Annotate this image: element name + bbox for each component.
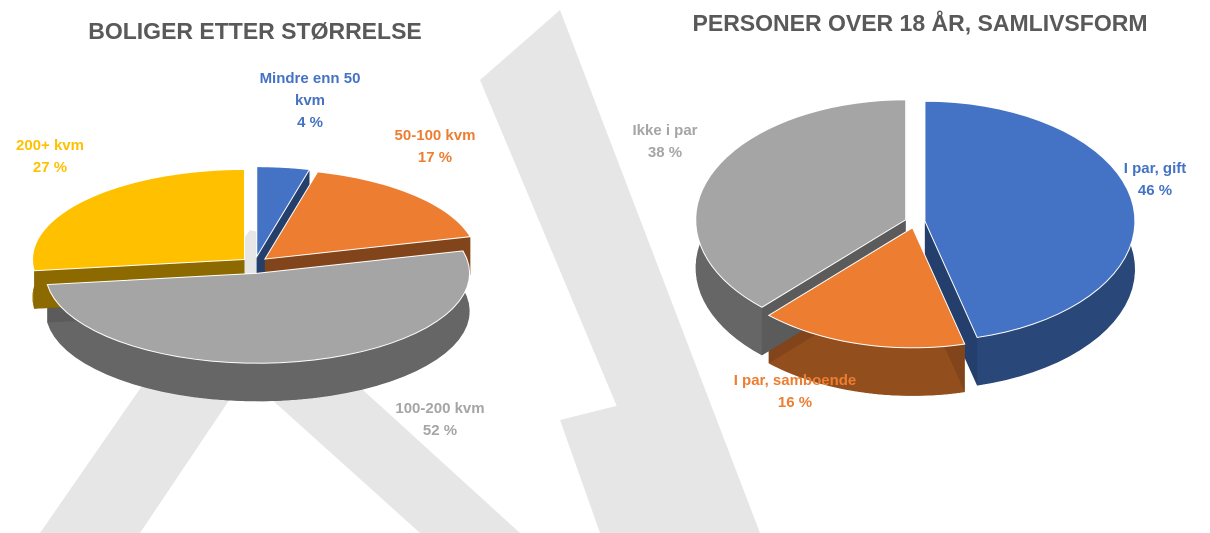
category-label: Mindre enn 50 kvm <box>259 70 361 109</box>
pie-slice-side <box>47 250 470 402</box>
data-label: I par, samboende 16 % <box>730 370 860 414</box>
value-label: 17 % <box>417 149 453 166</box>
category-label: 200+ kvm <box>16 137 84 154</box>
value-label: 16 % <box>777 394 813 411</box>
pie-slice-side <box>768 315 965 396</box>
pie-slice <box>924 100 1136 339</box>
pie-slice <box>31 168 245 272</box>
data-label: 100-200 kvm 52 % <box>370 398 510 442</box>
pie-slice <box>256 166 311 259</box>
chart-title: PERSONER OVER 18 ÅR, SAMLIVSFORM <box>692 10 1148 36</box>
chart-title: BOLIGER ETTER STØRRELSE <box>88 18 422 44</box>
category-label: 50-100 kvm <box>394 127 476 144</box>
category-label: I par, samboende <box>733 372 857 389</box>
pie-slice <box>695 99 907 308</box>
pie-slice <box>263 171 472 260</box>
value-label: 4 % <box>297 114 323 131</box>
pie-slice <box>767 227 966 349</box>
value-label: 46 % <box>1137 182 1173 199</box>
data-label: Ikke i par 38 % <box>610 120 720 164</box>
data-label: 50-100 kvm 17 % <box>380 125 490 169</box>
pies <box>31 99 1136 402</box>
category-label: I par, gift <box>1123 160 1187 177</box>
data-label: Mindre enn 50 kvm 4 % <box>250 68 370 134</box>
value-label: 27 % <box>32 159 68 176</box>
category-label: 100-200 kvm <box>395 400 485 417</box>
value-label: 52 % <box>422 422 458 439</box>
category-label: Ikke i par <box>632 122 698 139</box>
data-label: I par, gift 46 % <box>1100 158 1210 202</box>
pie-slice <box>46 250 471 364</box>
value-label: 38 % <box>647 144 683 161</box>
data-label: 200+ kvm 27 % <box>0 135 100 179</box>
